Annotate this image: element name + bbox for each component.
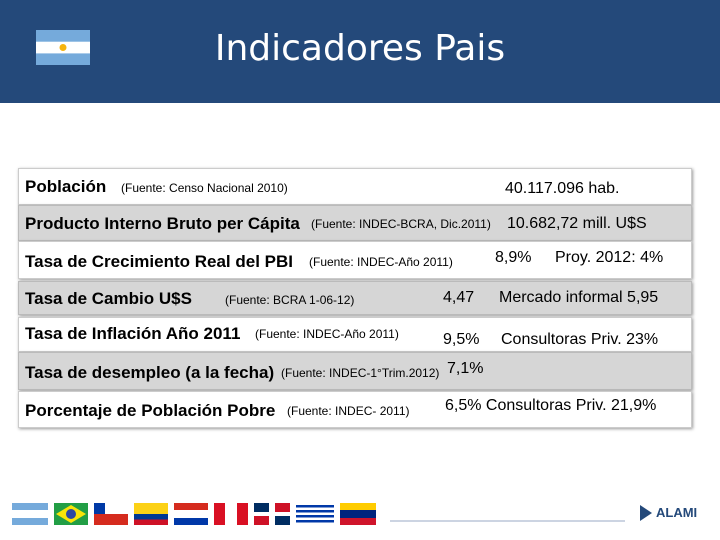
source: (Fuente: INDEC-Año 2011): [309, 255, 453, 269]
value: 4,47: [443, 289, 475, 306]
title: Indicadores Pais: [214, 28, 506, 69]
value: 7,1%: [447, 360, 484, 377]
source: (Fuente: BCRA 1-06-12): [225, 293, 355, 307]
header: Indicadores Pais: [0, 0, 720, 103]
value: Mercado informal 5,95: [499, 289, 659, 306]
value: Consultoras Priv. 23%: [501, 331, 659, 348]
value: Proy. 2012: 4%: [555, 249, 664, 266]
value: 8,9%: [495, 249, 532, 266]
value: 6,5% Consultoras Priv. 21,9%: [445, 397, 657, 414]
source: (Fuente: INDEC-BCRA, Dic.2011): [311, 217, 491, 231]
value: 10.682,72 mill. U$S: [507, 215, 647, 232]
source: (Fuente: INDEC- 2011): [287, 404, 410, 418]
source: (Fuente: Censo Nacional 2010): [121, 181, 288, 195]
label: Tasa de Crecimiento Real del PBI: [25, 252, 293, 271]
row: Tasa de Inflación Año 2011 (Fuente: INDE…: [18, 317, 692, 352]
label: Tasa de Cambio U$S: [25, 289, 192, 308]
logo: ALAMI: [656, 505, 697, 520]
label: Población: [25, 177, 107, 196]
source: (Fuente: INDEC-Año 2011): [255, 327, 399, 341]
flags: [12, 503, 376, 525]
row: Porcentaje de Población Pobre (Fuente: I…: [18, 391, 692, 428]
label: Porcentaje de Población Pobre: [25, 401, 276, 420]
footer: ALAMI: [12, 503, 697, 525]
source: (Fuente: INDEC-1°Trim.2012): [281, 366, 440, 380]
row: Producto Interno Bruto per Cápita (Fuent…: [18, 205, 692, 241]
label: Tasa de desempleo (a la fecha): [25, 363, 275, 382]
label: Tasa de Inflación Año 2011: [25, 324, 241, 343]
value: 9,5%: [443, 331, 480, 348]
row: Población (Fuente: Censo Nacional 2010) …: [18, 168, 692, 205]
label: Producto Interno Bruto per Cápita: [25, 214, 300, 233]
argentina-flag: [36, 30, 90, 65]
row: Tasa de desempleo (a la fecha) (Fuente: …: [18, 352, 692, 390]
row: Tasa de Crecimiento Real del PBI (Fuente…: [18, 241, 692, 279]
row: Tasa de Cambio U$S (Fuente: BCRA 1-06-12…: [18, 281, 692, 315]
value: 40.117.096 hab.: [505, 180, 620, 197]
logo-icon: [640, 505, 652, 521]
